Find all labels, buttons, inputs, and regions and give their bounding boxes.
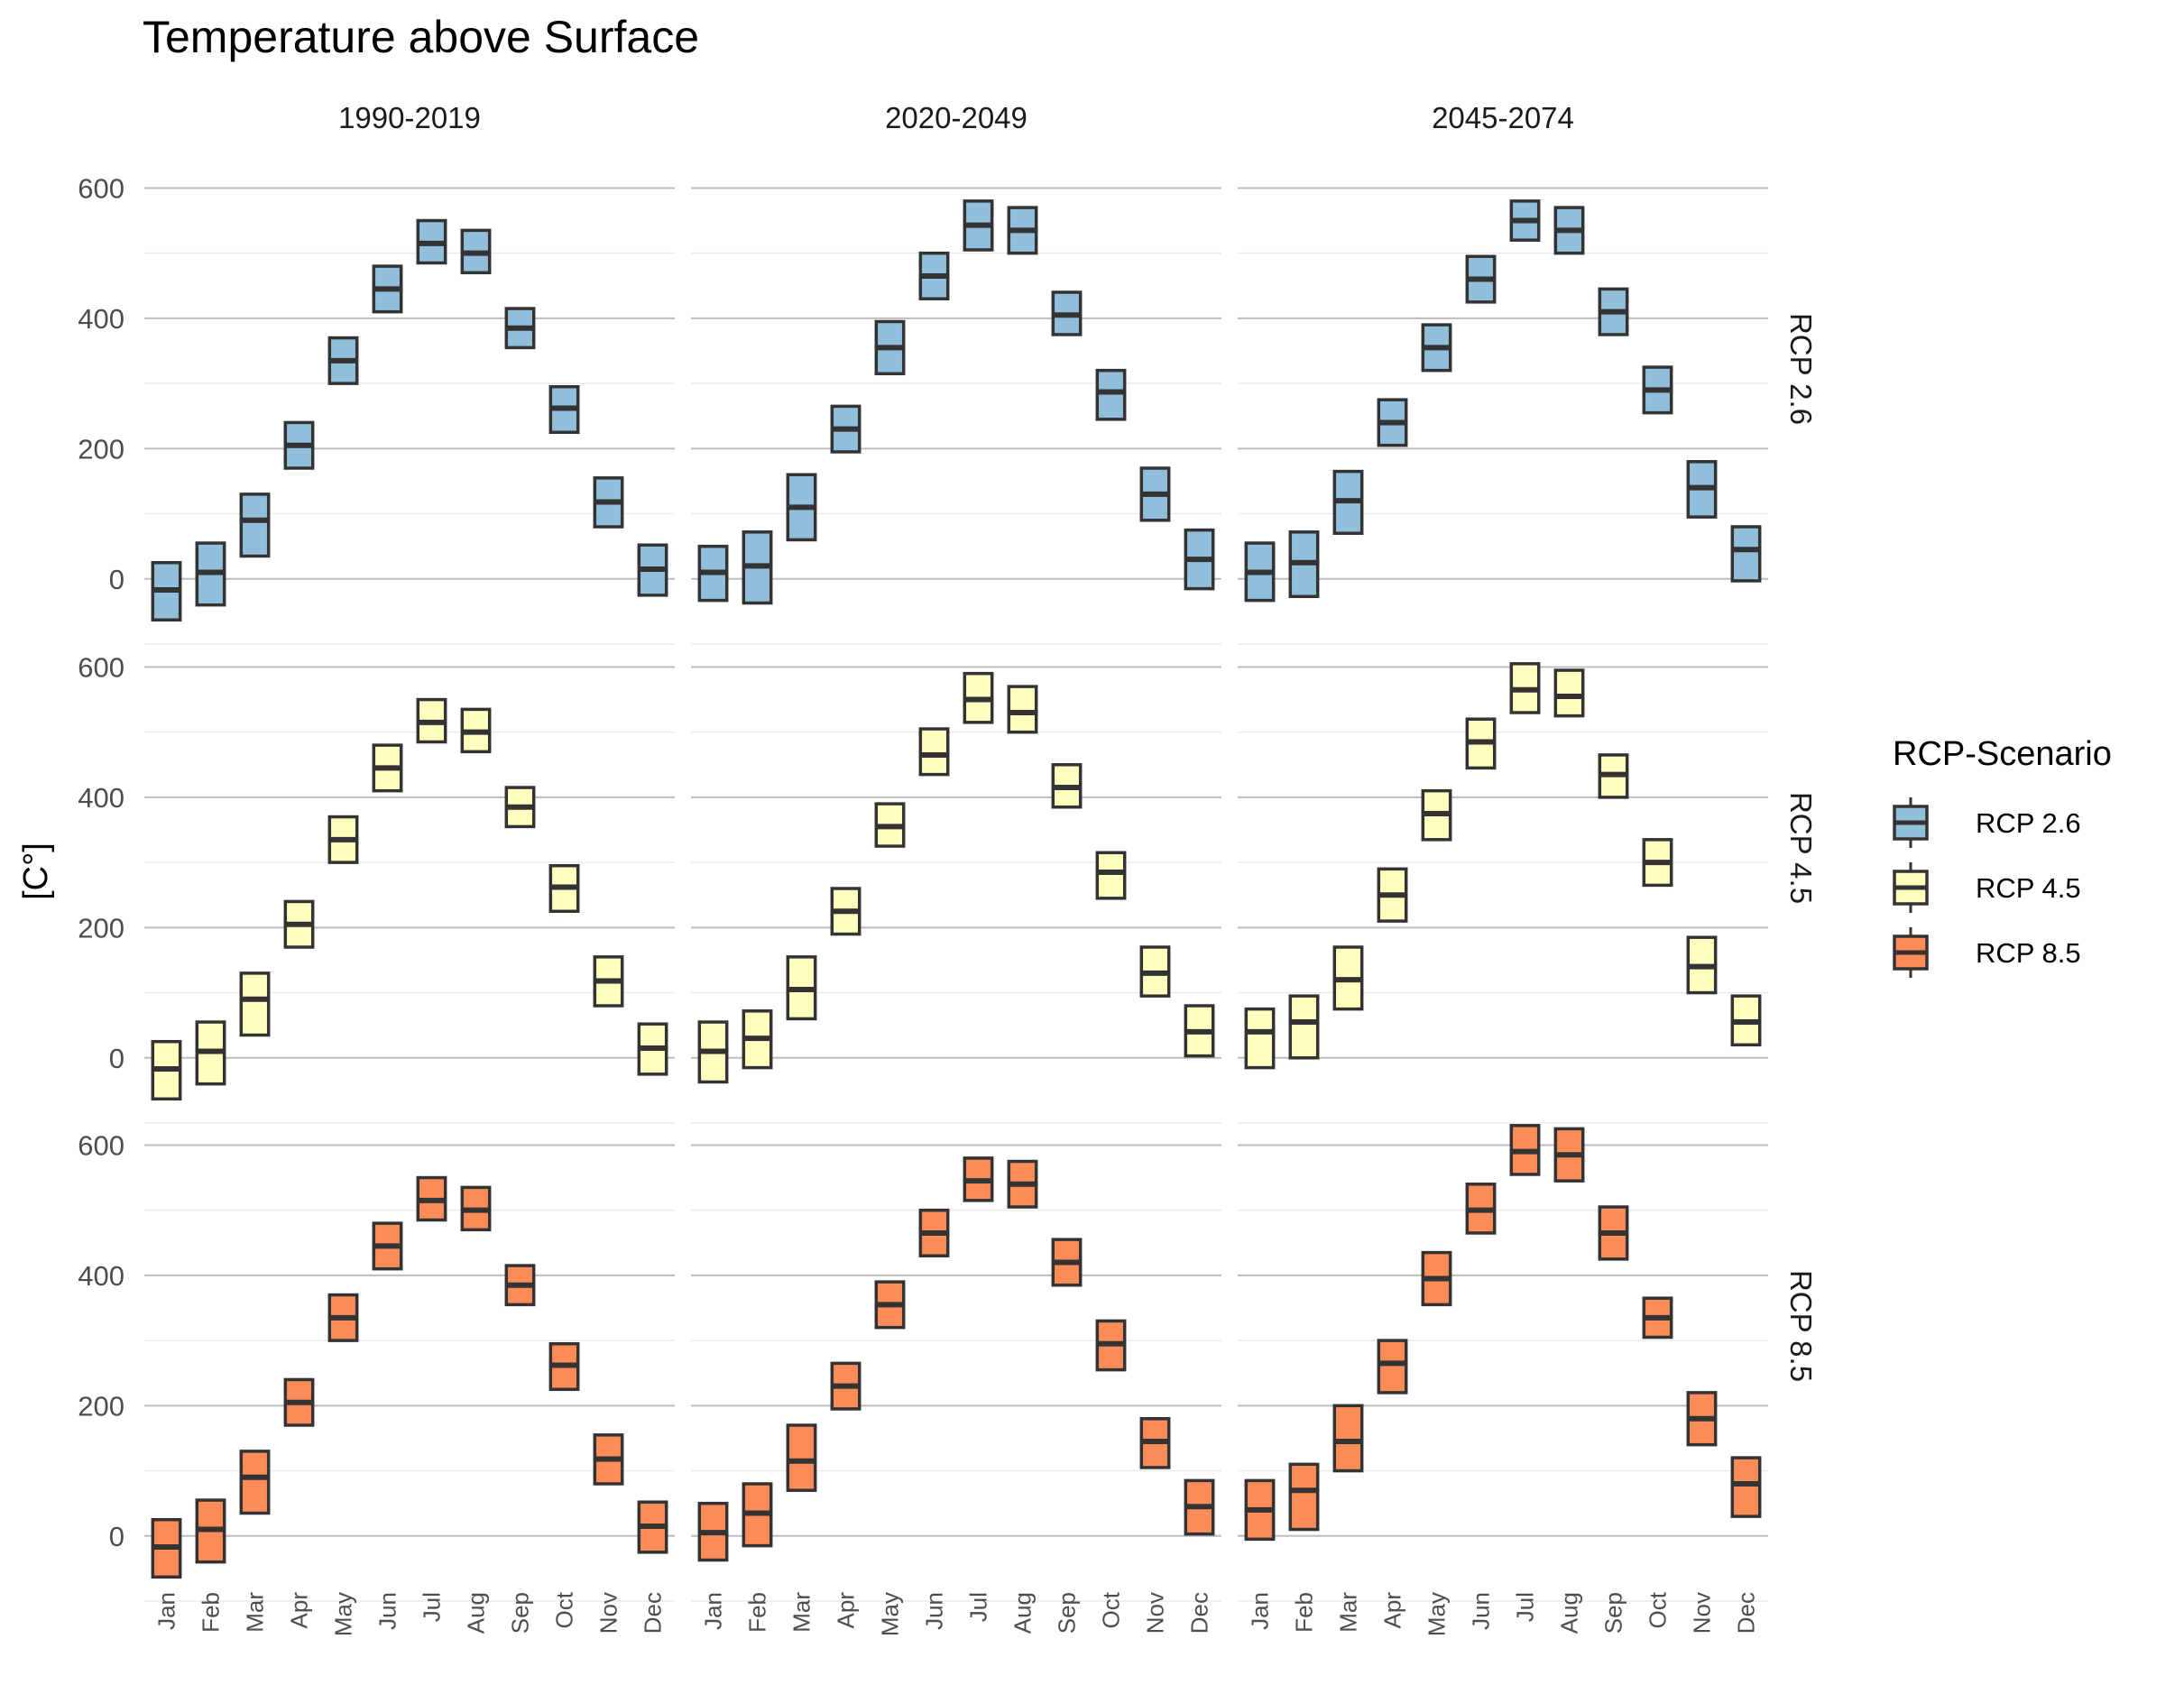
x-tick-label-Jan: Jan <box>1247 1592 1274 1630</box>
x-tick-label-May: May <box>330 1592 357 1636</box>
box-Dec <box>1730 525 1762 583</box>
chart-title: Temperature above Surface <box>143 12 699 62</box>
legend-title: RCP-Scenario <box>1893 735 2112 773</box>
x-tick-label-Jun: Jun <box>374 1592 401 1630</box>
x-tick-label-Oct: Oct <box>551 1591 578 1628</box>
box-Mar <box>786 1423 817 1492</box>
box-Jun <box>918 727 950 777</box>
box-Feb <box>1288 1462 1320 1532</box>
facet-strip-1990-2019: 1990-2019 <box>338 101 481 134</box>
x-tick-label-Mar: Mar <box>1335 1592 1362 1633</box>
y-tick-label: 600 <box>78 172 124 204</box>
panel-RCP-2-6-2020-2049 <box>691 187 1221 645</box>
panel-RCP-4-5-2020-2049 <box>691 666 1221 1124</box>
legend-label: RCP 8.5 <box>1976 937 2081 969</box>
x-tick-label-May: May <box>877 1592 904 1636</box>
x-tick-label-Sep: Sep <box>507 1592 534 1634</box>
x-tick-label-Feb: Feb <box>198 1592 225 1633</box>
x-tick-label-Apr: Apr <box>833 1592 860 1629</box>
legend-label: RCP 2.6 <box>1976 807 2081 839</box>
box-Mar <box>239 971 271 1037</box>
facet-panels: 1990-2019 2020-2049 2045-2074 RCP 2.6 RCP 4.… <box>78 101 1818 1636</box>
panel-RCP-2-6-1990-2019: 0 200 400 600 <box>78 172 675 645</box>
x-tick-label-Feb: Feb <box>1291 1592 1318 1633</box>
facet-strip-RCP-8-5: RCP 8.5 <box>1784 1270 1818 1382</box>
box-Mar <box>239 1450 271 1515</box>
x-tick-label-Aug: Aug <box>1556 1592 1583 1634</box>
box-Dec <box>1730 1456 1762 1518</box>
facet-strip-2045-2074: 2045-2074 <box>1432 101 1574 134</box>
x-tick-label-Aug: Aug <box>1009 1592 1037 1634</box>
panel-RCP-8-5-2045-2074: Jan Feb Mar Apr May Jun Jul Aug Sep Oct Nov Dec <box>1238 1124 1768 1636</box>
x-tick-label-Sep: Sep <box>1600 1592 1627 1634</box>
legend-item-RCP-8-5: RCP 8.5 <box>1893 927 2081 978</box>
facet-strip-RCP-4-5: RCP 4.5 <box>1784 792 1818 904</box>
x-tick-label-Jul: Jul <box>965 1592 992 1622</box>
panel-RCP-8-5-1990-2019: 0 200 400 600 Jan Feb Mar Apr May Jun Jul Aug Sep Oct… <box>78 1129 675 1636</box>
facet-strip-RCP-2-6: RCP 2.6 <box>1784 313 1818 425</box>
y-tick-label: 400 <box>78 782 124 814</box>
y-axis-title: [C°] <box>17 842 55 900</box>
box-Oct <box>1095 368 1127 421</box>
x-tick-label-Dec: Dec <box>1733 1592 1760 1634</box>
box-Jan <box>1244 1007 1276 1070</box>
box-Mar <box>239 493 271 558</box>
legend-item-RCP-2-6: RCP 2.6 <box>1893 797 2081 848</box>
y-tick-label: 200 <box>78 912 124 944</box>
panel-RCP-2-6-2045-2074 <box>1238 187 1768 645</box>
box-Feb <box>1288 994 1320 1060</box>
legend-label: RCP 4.5 <box>1976 872 2081 904</box>
box-Aug <box>1553 668 1585 718</box>
y-tick-label: 400 <box>78 1260 124 1292</box>
x-tick-label-Jul: Jul <box>419 1592 446 1622</box>
y-tick-label: 200 <box>78 433 124 465</box>
x-tick-label-May: May <box>1424 1592 1451 1636</box>
box-Oct <box>1095 851 1127 900</box>
legend: RCP-Scenario RCP 2.6 RCP 4.5 RCP 8.5 <box>1893 735 2112 978</box>
panel-RCP-4-5-2045-2074 <box>1238 662 1768 1124</box>
box-Mar <box>1332 1404 1364 1473</box>
x-tick-label-Oct: Oct <box>1098 1591 1125 1628</box>
x-tick-label-Nov: Nov <box>1142 1592 1169 1634</box>
y-tick-label: 0 <box>109 564 124 595</box>
x-tick-label-Oct: Oct <box>1645 1591 1672 1628</box>
y-tick-label: 0 <box>109 1521 124 1552</box>
x-tick-label-Jun: Jun <box>921 1592 948 1630</box>
x-tick-label-Feb: Feb <box>744 1592 771 1633</box>
x-tick-label-Nov: Nov <box>1689 1592 1716 1634</box>
x-tick-label-Sep: Sep <box>1054 1592 1081 1634</box>
x-tick-label-Jun: Jun <box>1468 1592 1495 1630</box>
panel-RCP-4-5-1990-2019: 0 200 400 600 <box>78 651 675 1124</box>
box-Apr <box>1377 1339 1408 1395</box>
x-tick-label-Nov: Nov <box>595 1592 622 1634</box>
x-tick-label-Mar: Mar <box>788 1592 816 1633</box>
x-tick-label-Aug: Aug <box>463 1592 490 1634</box>
y-tick-label: 400 <box>78 303 124 335</box>
panel-RCP-8-5-2020-2049: Jan Feb Mar Apr May Jun Jul Aug Sep Oct Nov Dec <box>691 1144 1221 1636</box>
x-tick-label-Dec: Dec <box>1186 1592 1213 1634</box>
x-tick-label-Mar: Mar <box>242 1592 269 1633</box>
box-Aug <box>1007 685 1038 734</box>
facet-strip-2020-2049: 2020-2049 <box>885 101 1027 134</box>
legend-item-RCP-4-5: RCP 4.5 <box>1893 862 2081 913</box>
x-tick-label-Jul: Jul <box>1512 1592 1539 1622</box>
x-tick-label-Dec: Dec <box>640 1592 667 1634</box>
x-tick-label-Apr: Apr <box>286 1592 313 1629</box>
y-tick-label: 200 <box>78 1390 124 1422</box>
y-tick-label: 0 <box>109 1043 124 1074</box>
x-tick-label-Jan: Jan <box>700 1592 727 1630</box>
y-tick-label: 600 <box>78 651 124 683</box>
x-tick-label-Apr: Apr <box>1379 1592 1406 1629</box>
x-tick-label-Jan: Jan <box>153 1592 180 1630</box>
y-tick-label: 600 <box>78 1129 124 1161</box>
